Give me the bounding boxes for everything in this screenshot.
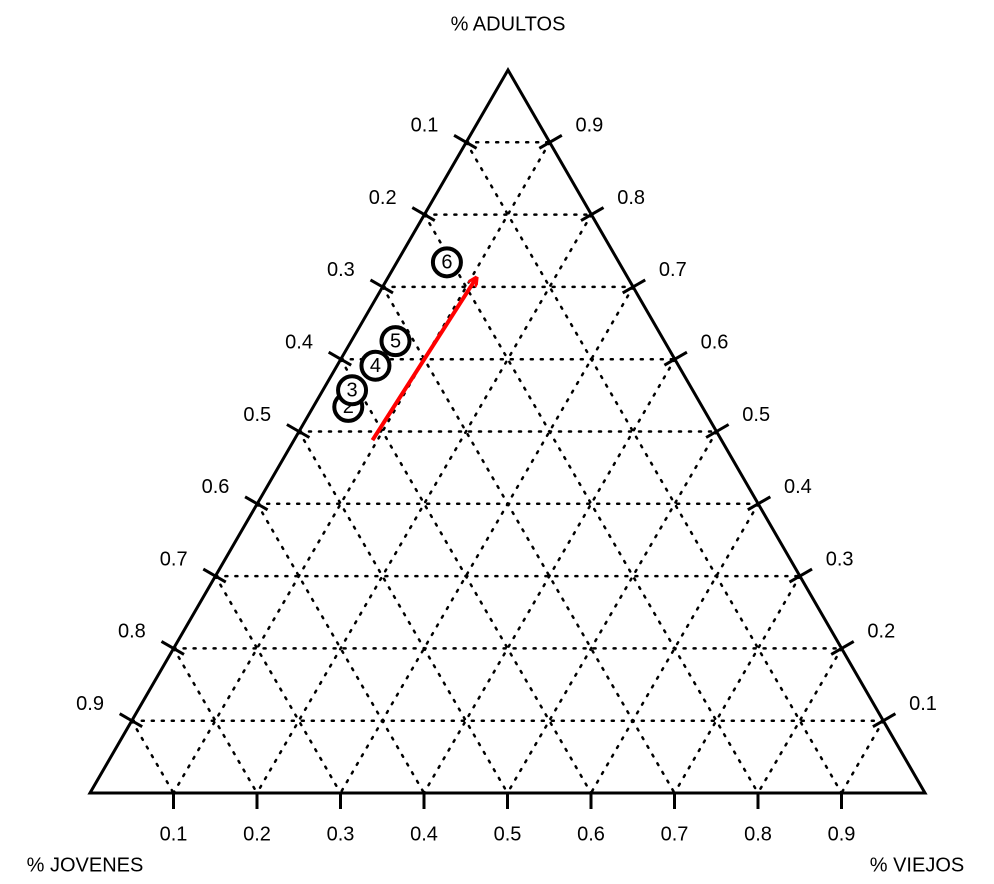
tick-mark xyxy=(118,712,143,728)
right-axis-label: % VIEJOS xyxy=(870,854,964,876)
tick-mark xyxy=(453,134,478,150)
left-axis-label: % JOVENES xyxy=(27,854,144,876)
adultos-tick-label: 0.9 xyxy=(576,115,604,137)
point-label: 2 xyxy=(343,396,354,418)
grid-line xyxy=(422,357,677,795)
jovenes-tick-label: 0.2 xyxy=(369,187,397,209)
adultos-tick-label: 0.3 xyxy=(826,548,854,570)
viejos-tick-label: 0.7 xyxy=(661,823,689,845)
tick-mark xyxy=(286,423,311,439)
jovenes-tick-label: 0.8 xyxy=(118,621,146,643)
adultos-tick-label: 0.7 xyxy=(659,259,687,281)
jovenes-tick-label: 0.5 xyxy=(243,404,271,426)
grid-line xyxy=(381,285,676,795)
grid-line xyxy=(297,430,509,795)
jovenes-tick-label: 0.4 xyxy=(285,331,313,353)
grid-line xyxy=(673,574,802,795)
tick-mark xyxy=(202,567,227,584)
viejos-tick-label: 0.8 xyxy=(744,823,772,845)
viejos-tick-label: 0.4 xyxy=(410,823,438,845)
adultos-tick-label: 0.5 xyxy=(742,404,770,426)
tick-mark xyxy=(160,640,185,656)
viejos-tick-label: 0.3 xyxy=(327,823,355,845)
tick-mark xyxy=(327,350,352,367)
point xyxy=(430,246,463,279)
point-label: 4 xyxy=(370,355,381,377)
viejos-tick-label: 0.9 xyxy=(828,823,856,845)
jovenes-tick-label: 0.1 xyxy=(411,115,439,137)
adultos-tick-label: 0.8 xyxy=(617,187,645,209)
point xyxy=(336,374,369,407)
triangle xyxy=(87,67,928,795)
viejos-tick-label: 0.5 xyxy=(494,823,522,845)
adultos-tick-label: 0.6 xyxy=(701,331,729,353)
top-axis-label: % ADULTOS xyxy=(451,13,566,35)
grid-line xyxy=(214,574,342,795)
adultos-tick-label: 0.4 xyxy=(784,476,812,498)
grid-line xyxy=(339,285,635,795)
grid-line xyxy=(464,141,843,795)
adultos-tick-label: 0.2 xyxy=(867,621,895,643)
tick-mark xyxy=(369,278,394,295)
point-label: 3 xyxy=(346,380,357,402)
adultos-tick-label: 0.1 xyxy=(909,693,937,715)
jovenes-tick-label: 0.3 xyxy=(327,259,355,281)
arrow xyxy=(370,278,476,442)
point-label: 5 xyxy=(390,330,401,352)
grid-line xyxy=(840,719,885,795)
point xyxy=(379,325,412,358)
viejos-tick-label: 0.6 xyxy=(577,823,605,845)
jovenes-tick-label: 0.9 xyxy=(76,693,104,715)
jovenes-tick-label: 0.7 xyxy=(160,548,188,570)
jovenes-tick-label: 0.6 xyxy=(202,476,230,498)
point-label: 6 xyxy=(441,252,452,274)
grid-line xyxy=(130,719,175,795)
grid-line xyxy=(506,430,718,795)
point xyxy=(359,349,392,382)
grid-line xyxy=(255,213,593,795)
tick-mark xyxy=(244,495,269,512)
grid-line xyxy=(172,647,259,795)
viejos-tick-label: 0.2 xyxy=(243,823,271,845)
grid-line xyxy=(339,357,593,795)
grid-line xyxy=(423,213,760,795)
viejos-tick-label: 0.1 xyxy=(160,823,188,845)
grid-line xyxy=(172,141,551,795)
grid-line xyxy=(756,647,843,795)
tick-mark xyxy=(411,206,436,222)
